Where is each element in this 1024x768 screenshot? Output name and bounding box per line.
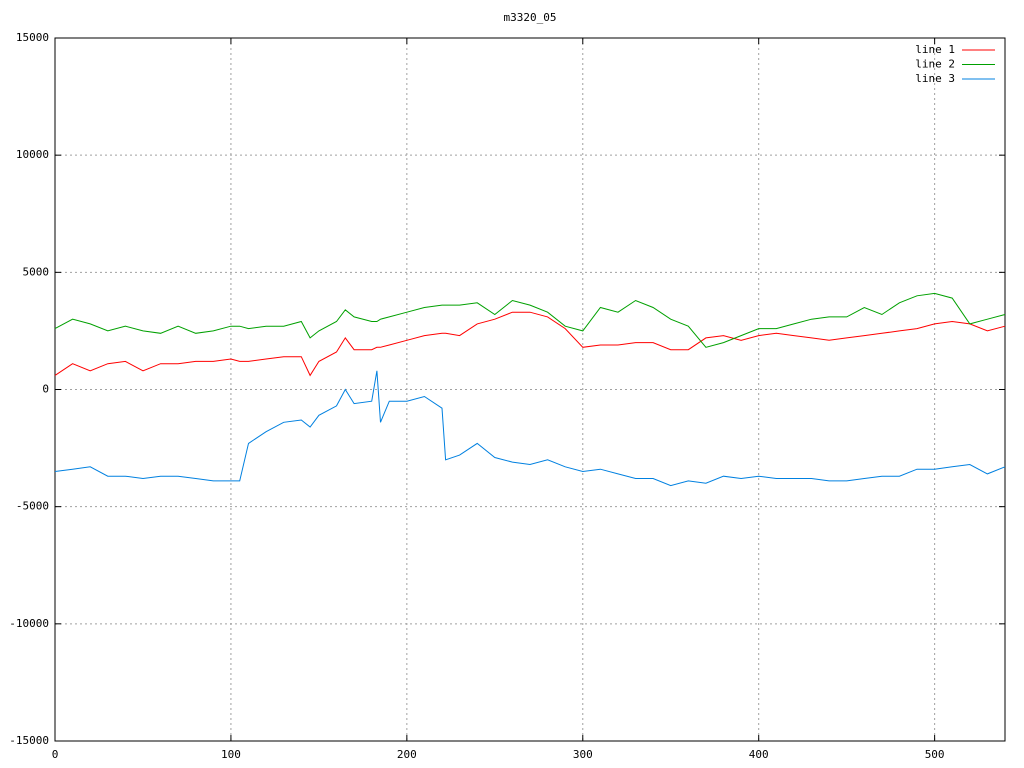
y-tick-label: -5000 (16, 500, 49, 513)
y-tick-label: 10000 (16, 148, 49, 161)
x-tick-label: 500 (925, 748, 945, 761)
data-line (54, 311, 1006, 377)
data-line (54, 370, 1006, 487)
x-tick-label: 0 (52, 748, 59, 761)
x-tick-label: 100 (221, 748, 241, 761)
legend-label: line 2 (915, 58, 955, 71)
y-tick-label: -15000 (9, 734, 49, 747)
y-tick-label: 5000 (23, 265, 50, 278)
y-tick-label: 0 (42, 383, 49, 396)
y-tick-label: -10000 (9, 617, 49, 630)
chart-title: m3320_05 (504, 11, 557, 24)
legend-label: line 3 (915, 72, 955, 85)
legend-label: line 1 (915, 43, 955, 56)
x-tick-label: 200 (397, 748, 417, 761)
plot-frame (54, 37, 1006, 742)
y-tick-label: 15000 (16, 31, 49, 44)
x-tick-label: 400 (749, 748, 769, 761)
x-tick-label: 300 (573, 748, 593, 761)
data-line (54, 292, 1006, 348)
